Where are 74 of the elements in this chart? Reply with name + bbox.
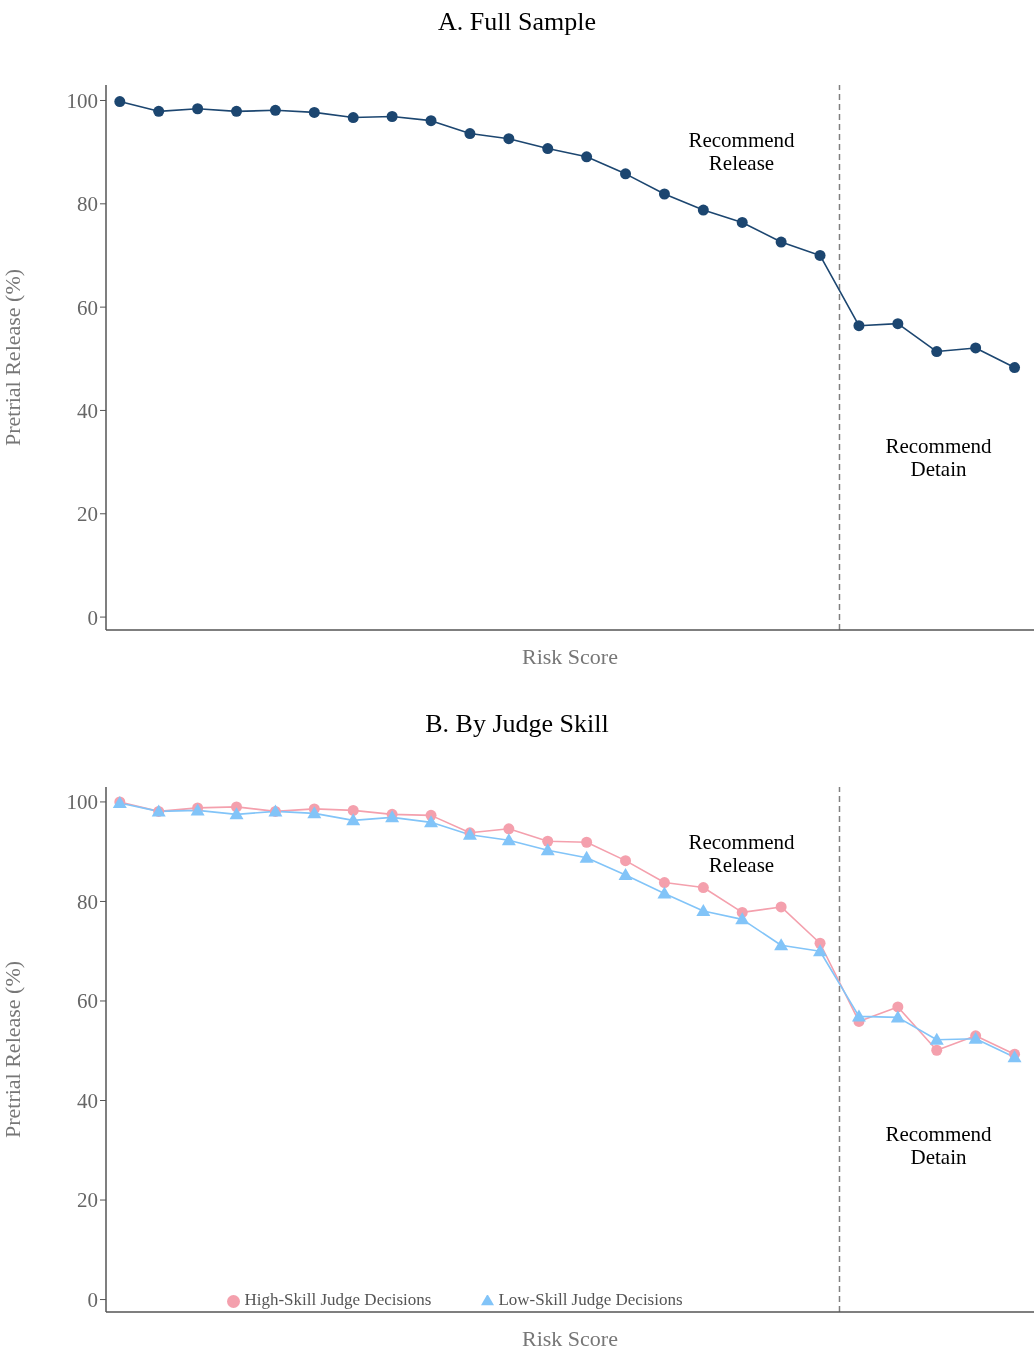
y-tick-label: 80: [77, 889, 98, 914]
point: [229, 807, 244, 820]
annotation: Recommend Detain: [885, 433, 993, 481]
point: [347, 804, 359, 816]
point: [735, 912, 750, 925]
chart-title: A. Full Sample: [436, 6, 598, 38]
point: [775, 236, 787, 248]
point: [425, 115, 437, 127]
point: [618, 868, 633, 881]
point: [307, 806, 322, 819]
legend-label: High-Skill Judge Decisions: [244, 1290, 432, 1309]
y-tick-label: 80: [77, 192, 98, 217]
y-tick-label: 40: [77, 398, 98, 423]
y-tick-label: 100: [66, 88, 98, 113]
x-axis-title: Risk Score: [522, 644, 618, 669]
point: [269, 104, 281, 116]
y-tick-label: 20: [77, 502, 98, 527]
point: [697, 882, 709, 894]
point: [931, 346, 943, 358]
point: [542, 835, 554, 847]
point: [231, 105, 243, 117]
point: [1009, 362, 1021, 374]
y-tick-label: 0: [87, 1288, 98, 1313]
point: [696, 903, 711, 916]
point: [346, 813, 361, 826]
point: [775, 901, 787, 913]
point: [929, 1032, 944, 1045]
y-axis-title: Pretrial Release (%): [0, 960, 25, 1139]
point: [774, 938, 789, 951]
point: [347, 112, 359, 124]
point: [814, 249, 826, 261]
point: [851, 1009, 866, 1022]
point: [581, 836, 593, 848]
point: [931, 1044, 943, 1056]
point: [620, 168, 632, 180]
point: [697, 204, 709, 216]
point: [658, 877, 670, 889]
point: [620, 855, 632, 867]
point: [581, 151, 593, 163]
y-tick-label: 0: [87, 605, 98, 630]
point: [503, 133, 515, 145]
point: [813, 944, 828, 957]
point: [542, 143, 554, 155]
point: [464, 128, 476, 140]
annotation: Recommend Release: [688, 830, 796, 877]
legend-label: Low-Skill Judge Decisions: [498, 1290, 683, 1309]
point: [540, 843, 555, 856]
y-tick-label: 100: [66, 790, 98, 815]
chart-title: B. By Judge Skill: [424, 708, 610, 740]
point: [658, 188, 670, 200]
point: [153, 105, 165, 117]
x-axis-title: Risk Score: [522, 1326, 618, 1351]
point: [501, 833, 516, 846]
point: [308, 106, 320, 118]
point: [386, 111, 398, 123]
annotation: Recommend Detain: [885, 1122, 993, 1170]
point: [424, 815, 439, 828]
point: [892, 1001, 904, 1013]
annotation: Recommend Release: [688, 128, 796, 175]
point: [114, 96, 126, 108]
point: [890, 1010, 905, 1023]
y-tick-label: 20: [77, 1188, 98, 1213]
point: [853, 320, 865, 332]
point: [192, 103, 204, 115]
point: [657, 886, 672, 899]
point: [579, 850, 594, 863]
y-tick-label: 60: [77, 989, 98, 1014]
point: [970, 342, 982, 354]
y-tick-label: 60: [77, 295, 98, 320]
y-axis-title: Pretrial Release (%): [0, 268, 25, 447]
point: [736, 216, 748, 228]
point: [503, 823, 515, 835]
y-tick-label: 40: [77, 1088, 98, 1113]
point: [892, 318, 904, 330]
